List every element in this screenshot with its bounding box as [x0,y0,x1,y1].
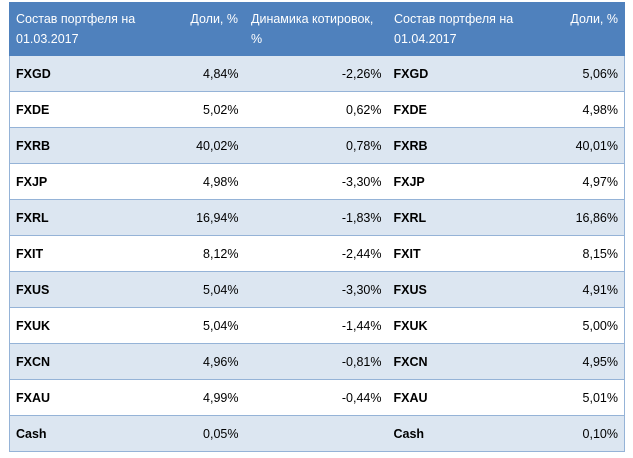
header-share-apr: Доли, % [536,3,625,56]
share-apr-cell: 5,06% [536,56,625,92]
header-portfolio-apr: Состав портфеля на 01.04.2017 [388,3,536,56]
table-row: FXRL 16,94% -1,83% FXRL 16,86% [10,200,625,236]
dynamics-cell: -0,44% [245,380,388,416]
ticker-apr-cell: FXIT [388,236,536,272]
ticker-mar-cell: FXDE [10,92,162,128]
table-row: FXGD 4,84% -2,26% FXGD 5,06% [10,56,625,92]
share-apr-cell: 8,15% [536,236,625,272]
ticker-apr-cell: FXUK [388,308,536,344]
share-mar-cell: 5,04% [162,272,245,308]
ticker-apr-cell: FXCN [388,344,536,380]
ticker-apr-cell: FXAU [388,380,536,416]
table-row: FXUK 5,04% -1,44% FXUK 5,00% [10,308,625,344]
share-mar-cell: 4,98% [162,164,245,200]
header-row: Состав портфеля на 01.03.2017 Доли, % Ди… [10,3,625,56]
header-share-mar: Доли, % [162,3,245,56]
ticker-mar-cell: FXGD [10,56,162,92]
ticker-mar-cell: FXUK [10,308,162,344]
share-mar-cell: 0,05% [162,416,245,452]
dynamics-cell: -2,44% [245,236,388,272]
ticker-apr-cell: Cash [388,416,536,452]
ticker-apr-cell: FXJP [388,164,536,200]
dynamics-cell: -0,81% [245,344,388,380]
share-mar-cell: 5,04% [162,308,245,344]
share-mar-cell: 5,02% [162,92,245,128]
ticker-mar-cell: FXJP [10,164,162,200]
dynamics-cell: 0,62% [245,92,388,128]
ticker-mar-cell: FXRB [10,128,162,164]
table-row: FXAU 4,99% -0,44% FXAU 5,01% [10,380,625,416]
portfolio-table: Состав портфеля на 01.03.2017 Доли, % Ди… [9,2,625,452]
dynamics-cell: -1,44% [245,308,388,344]
share-apr-cell: 0,10% [536,416,625,452]
share-mar-cell: 4,99% [162,380,245,416]
dynamics-cell: -3,30% [245,272,388,308]
ticker-apr-cell: FXRB [388,128,536,164]
dynamics-cell: -2,26% [245,56,388,92]
table-row: FXIT 8,12% -2,44% FXIT 8,15% [10,236,625,272]
share-apr-cell: 40,01% [536,128,625,164]
share-mar-cell: 4,96% [162,344,245,380]
ticker-apr-cell: FXGD [388,56,536,92]
dynamics-cell: 0,78% [245,128,388,164]
ticker-apr-cell: FXRL [388,200,536,236]
ticker-apr-cell: FXUS [388,272,536,308]
share-apr-cell: 16,86% [536,200,625,236]
share-apr-cell: 5,01% [536,380,625,416]
dynamics-cell: -1,83% [245,200,388,236]
table-row: FXUS 5,04% -3,30% FXUS 4,91% [10,272,625,308]
share-mar-cell: 8,12% [162,236,245,272]
table-row: FXCN 4,96% -0,81% FXCN 4,95% [10,344,625,380]
share-mar-cell: 16,94% [162,200,245,236]
ticker-apr-cell: FXDE [388,92,536,128]
ticker-mar-cell: FXIT [10,236,162,272]
share-apr-cell: 4,97% [536,164,625,200]
table-row: Cash 0,05% Cash 0,10% [10,416,625,452]
share-mar-cell: 4,84% [162,56,245,92]
share-apr-cell: 4,95% [536,344,625,380]
ticker-mar-cell: FXCN [10,344,162,380]
dynamics-cell: -3,30% [245,164,388,200]
share-apr-cell: 4,91% [536,272,625,308]
table-row: FXDE 5,02% 0,62% FXDE 4,98% [10,92,625,128]
share-mar-cell: 40,02% [162,128,245,164]
table-body: FXGD 4,84% -2,26% FXGD 5,06% FXDE 5,02% 0,62% FX… [10,56,625,452]
ticker-mar-cell: Cash [10,416,162,452]
dynamics-cell [245,416,388,452]
header-dynamics: Динамика котировок, % [245,3,388,56]
ticker-mar-cell: FXUS [10,272,162,308]
share-apr-cell: 5,00% [536,308,625,344]
ticker-mar-cell: FXAU [10,380,162,416]
ticker-mar-cell: FXRL [10,200,162,236]
share-apr-cell: 4,98% [536,92,625,128]
table-row: FXJP 4,98% -3,30% FXJP 4,97% [10,164,625,200]
header-portfolio-mar: Состав портфеля на 01.03.2017 [10,3,162,56]
table-row: FXRB 40,02% 0,78% FXRB 40,01% [10,128,625,164]
